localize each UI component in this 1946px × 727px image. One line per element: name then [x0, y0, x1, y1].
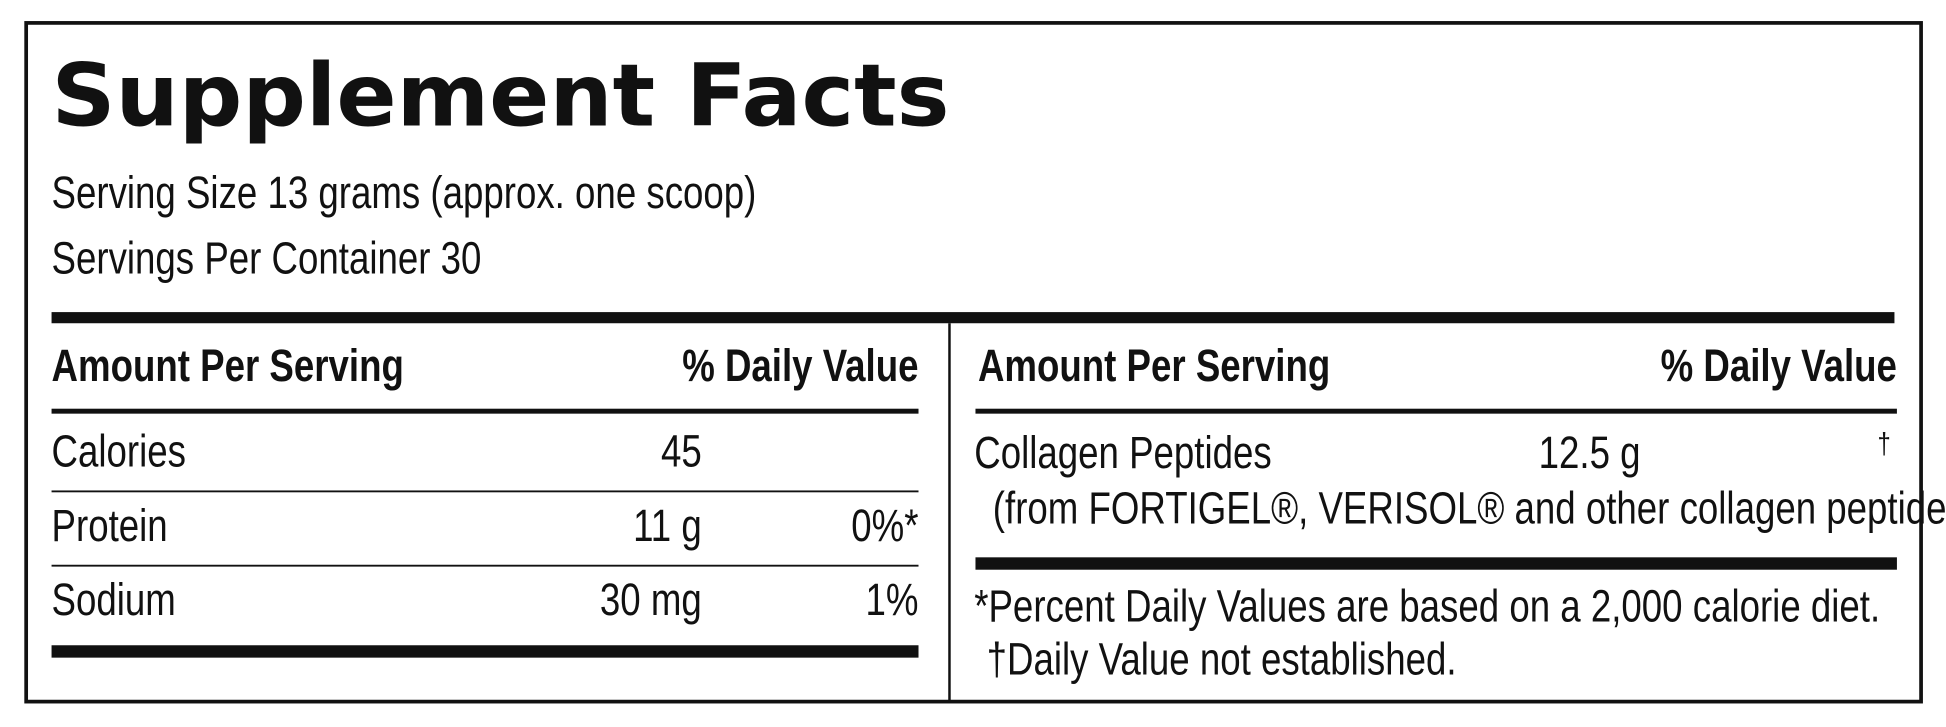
footnote: †Daily Value not established.	[987, 633, 1457, 685]
daily-value: 1%	[866, 573, 919, 625]
header-rule	[51, 408, 919, 414]
ingredient-amount: 12.5 g	[1539, 426, 1641, 478]
row-rule	[51, 490, 919, 493]
thick-rule	[975, 557, 1897, 570]
thick-rule	[51, 645, 919, 658]
column-header: % Daily Value	[1661, 339, 1897, 391]
footnote: *Percent Daily Values are based on a 2,0…	[974, 579, 1880, 631]
column-header: % Daily Value	[682, 339, 918, 391]
nutrient-amount: 45	[661, 425, 702, 477]
nutrient-name: Protein	[52, 499, 168, 551]
panel-title: Supplement Facts	[52, 46, 950, 146]
nutrient-amount: 11 g	[633, 499, 702, 551]
nutrient-amount: 30 mg	[600, 573, 702, 625]
daily-value: 0%*	[851, 499, 918, 551]
column-header: Amount Per Serving	[978, 339, 1330, 391]
thick-rule	[51, 312, 1895, 324]
row-rule	[51, 564, 919, 567]
header-rule	[975, 408, 1897, 414]
ingredient-name: Collagen Peptides	[974, 426, 1271, 478]
serving-size: Serving Size 13 grams (approx. one scoop…	[52, 166, 757, 218]
servings-per-container: Servings Per Container 30	[52, 231, 482, 283]
column-header: Amount Per Serving	[52, 339, 404, 391]
nutrient-name: Sodium	[52, 573, 176, 625]
daily-value: †	[1878, 427, 1891, 460]
nutrient-name: Calories	[52, 425, 186, 477]
column-divider	[948, 323, 951, 701]
panel-border	[24, 21, 1923, 704]
ingredient-note: (from FORTIGEL®, VERISOL® and other coll…	[993, 482, 1946, 534]
